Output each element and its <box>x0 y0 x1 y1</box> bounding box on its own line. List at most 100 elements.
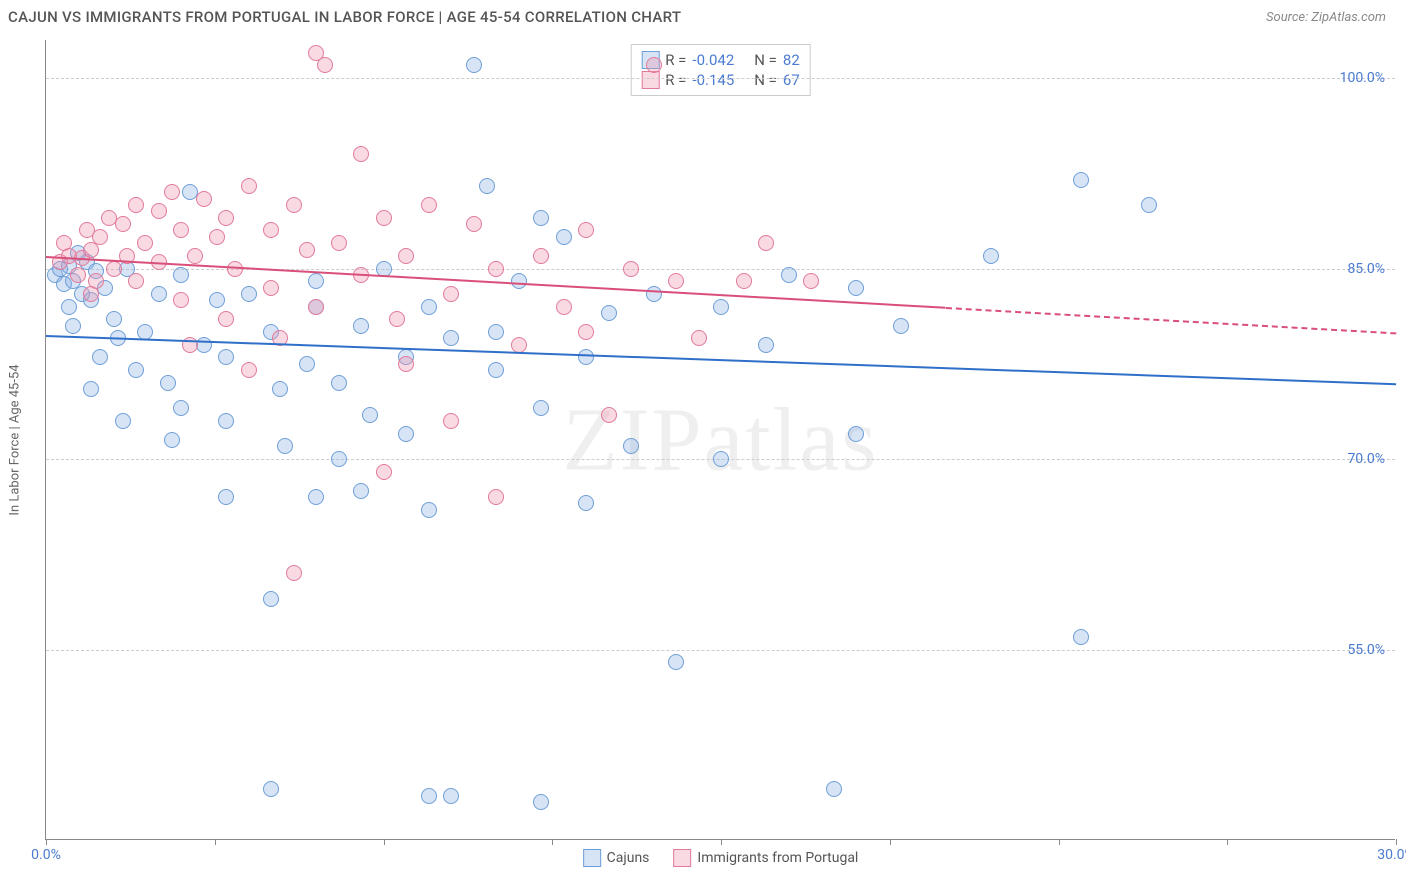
data-point <box>187 248 203 264</box>
data-point <box>173 267 189 283</box>
data-point <box>65 318 81 334</box>
data-point <box>164 184 180 200</box>
legend-row-portugal: R = -0.145 N = 67 <box>641 71 800 89</box>
data-point <box>848 280 864 296</box>
data-point <box>398 426 414 442</box>
x-tick <box>1059 839 1060 845</box>
data-point <box>317 57 333 73</box>
data-point <box>164 432 180 448</box>
legend-item-portugal: Immigrants from Portugal <box>673 849 858 867</box>
data-point <box>488 362 504 378</box>
data-point <box>421 197 437 213</box>
data-point <box>115 216 131 232</box>
data-point <box>353 318 369 334</box>
data-point <box>623 438 639 454</box>
data-point <box>713 451 729 467</box>
data-point <box>308 299 324 315</box>
data-point <box>488 261 504 277</box>
x-tick <box>1396 839 1397 845</box>
data-point <box>511 337 527 353</box>
data-point <box>421 788 437 804</box>
data-point <box>466 57 482 73</box>
data-point <box>218 349 234 365</box>
data-point <box>1073 629 1089 645</box>
data-point <box>646 57 662 73</box>
data-point <box>83 286 99 302</box>
data-point <box>826 781 842 797</box>
data-point <box>389 311 405 327</box>
data-point <box>263 222 279 238</box>
swatch-cajuns-icon <box>583 849 601 867</box>
data-point <box>421 502 437 518</box>
gridline <box>46 650 1395 651</box>
data-point <box>1141 197 1157 213</box>
data-point <box>668 654 684 670</box>
data-point <box>272 381 288 397</box>
x-tick <box>721 839 722 845</box>
data-point <box>160 375 176 391</box>
data-point <box>376 464 392 480</box>
data-point <box>209 292 225 308</box>
chart-title: CAJUN VS IMMIGRANTS FROM PORTUGAL IN LAB… <box>8 8 681 26</box>
n-value-portugal: 67 <box>783 71 800 89</box>
y-tick-label: 85.0% <box>1347 261 1385 277</box>
data-point <box>362 407 378 423</box>
data-point <box>128 273 144 289</box>
data-point <box>781 267 797 283</box>
data-point <box>488 489 504 505</box>
data-point <box>137 235 153 251</box>
gridline <box>46 78 1395 79</box>
data-point <box>83 381 99 397</box>
r-value-cajuns: -0.042 <box>692 51 734 69</box>
data-point <box>331 451 347 467</box>
data-point <box>533 210 549 226</box>
data-point <box>92 349 108 365</box>
data-point <box>61 299 77 315</box>
data-point <box>331 235 347 251</box>
data-point <box>533 248 549 264</box>
data-point <box>218 413 234 429</box>
data-point <box>353 483 369 499</box>
data-point <box>241 286 257 302</box>
data-point <box>376 210 392 226</box>
data-point <box>421 299 437 315</box>
data-point <box>713 299 729 315</box>
data-point <box>241 178 257 194</box>
data-point <box>443 413 459 429</box>
data-point <box>848 426 864 442</box>
data-point <box>736 273 752 289</box>
trend-line <box>946 307 1396 334</box>
data-point <box>578 495 594 511</box>
series-legend: Cajuns Immigrants from Portugal <box>583 849 859 867</box>
x-tick-label: 30.0% <box>1377 847 1406 863</box>
y-tick-label: 100.0% <box>1340 70 1385 86</box>
data-point <box>691 330 707 346</box>
swatch-portugal-icon <box>673 849 691 867</box>
data-point <box>578 324 594 340</box>
data-point <box>151 203 167 219</box>
data-point <box>398 248 414 264</box>
data-point <box>511 273 527 289</box>
data-point <box>277 438 293 454</box>
data-point <box>331 375 347 391</box>
data-point <box>115 413 131 429</box>
data-point <box>286 197 302 213</box>
data-point <box>173 222 189 238</box>
data-point <box>209 229 225 245</box>
x-tick <box>46 839 47 845</box>
data-point <box>218 210 234 226</box>
chart-source: Source: ZipAtlas.com <box>1266 10 1386 25</box>
x-tick <box>1227 839 1228 845</box>
data-point <box>128 362 144 378</box>
legend-row-cajuns: R = -0.042 N = 82 <box>641 51 800 69</box>
data-point <box>758 235 774 251</box>
data-point <box>556 299 572 315</box>
data-point <box>70 267 86 283</box>
data-point <box>443 788 459 804</box>
data-point <box>308 489 324 505</box>
data-point <box>556 229 572 245</box>
chart-area: In Labor Force | Age 45-54 ZIPatlas R = … <box>45 40 1395 840</box>
x-tick-label: 0.0% <box>31 847 61 863</box>
data-point <box>106 261 122 277</box>
n-value-cajuns: 82 <box>783 51 800 69</box>
